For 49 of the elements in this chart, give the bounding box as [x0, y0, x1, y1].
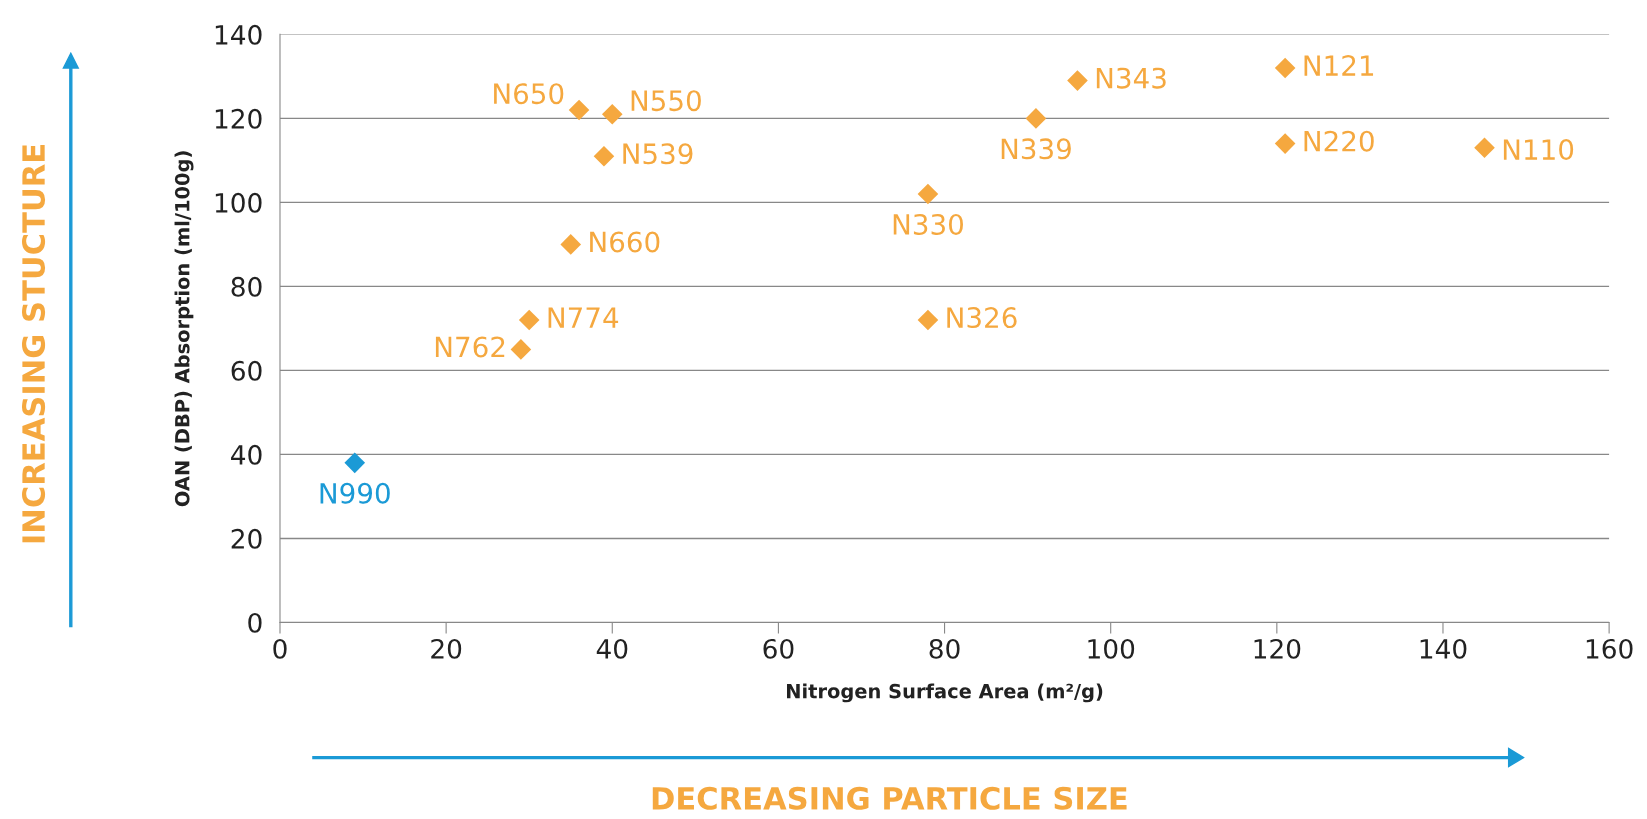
annotation: N343: [1096, 67, 1166, 89]
point: [917, 309, 939, 331]
x-tick-label: 40: [596, 638, 628, 659]
x-axis-title: Nitrogen Surface Area (m²/g): [787, 683, 1103, 703]
y-tick-label: 0: [248, 612, 262, 633]
point: [560, 234, 582, 255]
annotation: N339: [1001, 138, 1071, 160]
y-axis-title: OAN (DBP) Absorption (ml/100g): [174, 151, 194, 507]
point: [1274, 133, 1296, 154]
annotation: N326: [947, 307, 1017, 329]
x-tick-label: 0: [273, 638, 287, 659]
text: DECREASING PARTICLE SIZE: [652, 786, 1127, 810]
x-tick-label: 80: [929, 638, 960, 659]
annotation: N550: [631, 90, 701, 112]
y-tick-label: 20: [231, 528, 262, 549]
annotation: N762: [435, 336, 505, 358]
y-tick-label: 40: [231, 444, 262, 465]
point: [568, 99, 590, 121]
point: [1067, 70, 1088, 91]
annotation: N774: [548, 307, 619, 328]
text: INCREASING STUCTURE: [21, 145, 46, 543]
y-tick-label: 60: [231, 360, 262, 381]
point: [1474, 137, 1495, 159]
annotation: N330: [893, 213, 963, 235]
x-tick-label: 60: [763, 638, 794, 659]
annotation: N660: [590, 231, 660, 253]
point: [1274, 57, 1296, 79]
annotation: N990: [320, 482, 390, 504]
y-tick-label: 140: [215, 24, 262, 45]
x-tick-label: 140: [1420, 638, 1467, 659]
y-tick-label: 80: [231, 276, 262, 297]
annotation: N121: [1304, 55, 1374, 76]
annotation: N539: [623, 143, 693, 165]
point: [601, 103, 623, 125]
point: [518, 309, 540, 331]
y-tick-label: 100: [215, 192, 262, 213]
x-tick-label: 160: [1586, 638, 1633, 659]
x-tick-label: 20: [431, 638, 462, 659]
point: [344, 452, 366, 474]
annotation: N220: [1304, 130, 1374, 152]
x-tick-label: 120: [1254, 638, 1301, 659]
y-tick-label: 120: [215, 108, 262, 129]
point: [593, 145, 615, 167]
point: [1025, 108, 1047, 129]
point: [510, 339, 532, 360]
point: [917, 183, 939, 205]
annotation: N650: [494, 83, 564, 105]
x-tick-label: 100: [1088, 638, 1135, 659]
annotation: N110: [1503, 139, 1574, 161]
